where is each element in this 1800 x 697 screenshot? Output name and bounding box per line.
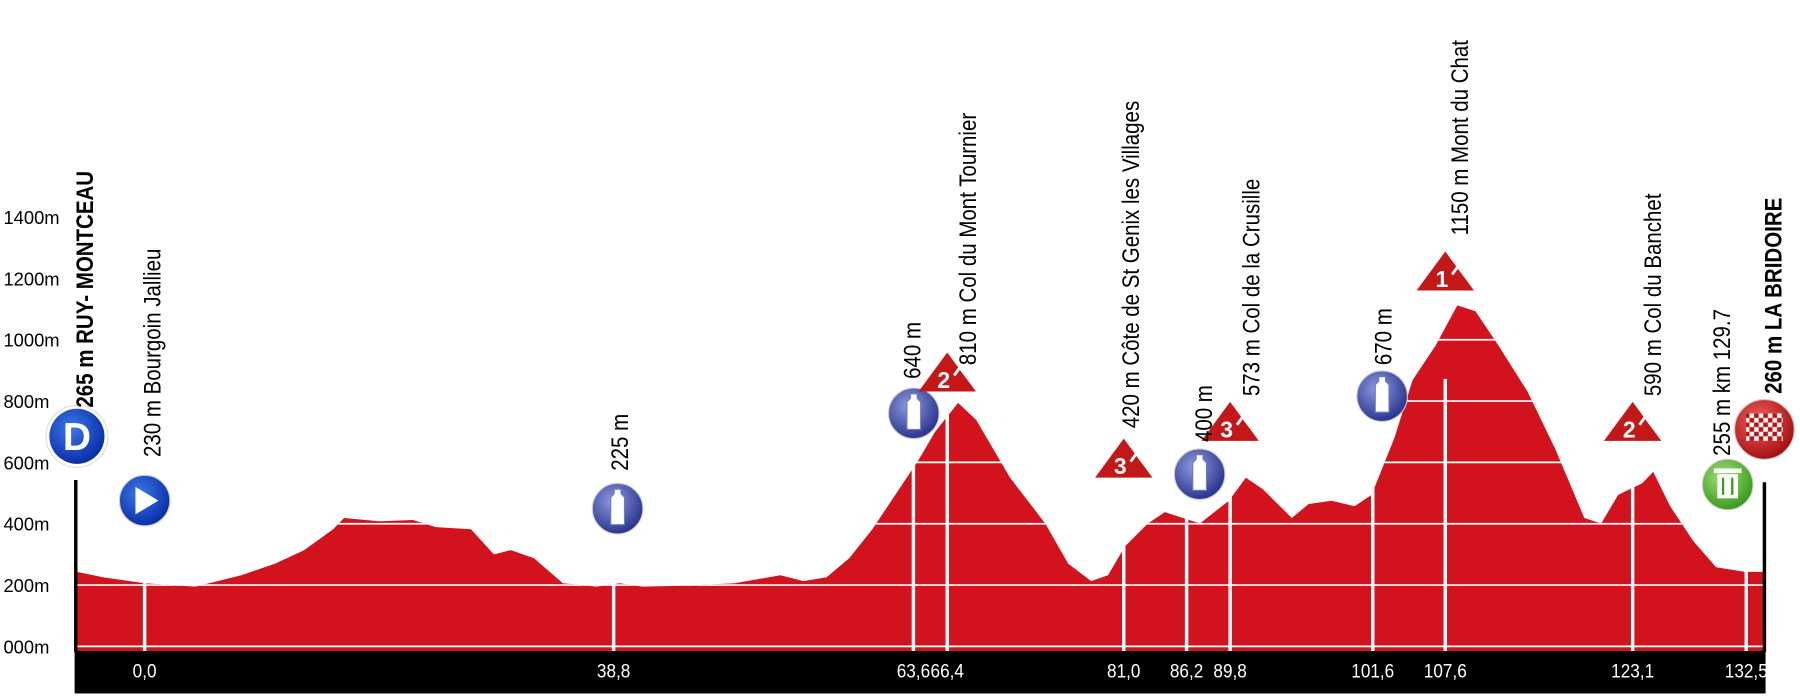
y-tick-label: 1000m bbox=[3, 330, 59, 351]
start-letter: D bbox=[63, 416, 91, 459]
climb-annotation: 590 m Col du Banchet bbox=[1640, 193, 1667, 396]
climb-peak bbox=[1451, 263, 1466, 277]
finish-icon bbox=[1733, 399, 1795, 460]
climb-triangle bbox=[1095, 438, 1153, 478]
climb-icon: 2 bbox=[918, 352, 976, 393]
climb-triangle bbox=[1201, 401, 1259, 441]
climb-annotation: 810 m Col du Mont Tournier bbox=[954, 112, 981, 365]
y-tick-label: 200m bbox=[3, 575, 49, 596]
climb-triangle bbox=[1416, 251, 1474, 291]
climb-category: 1 bbox=[1435, 266, 1448, 292]
x-tick-label: 81,0 bbox=[1107, 659, 1140, 681]
climb-annotation: 1150 m Mont du Chat bbox=[1447, 39, 1474, 235]
x-tick-label: 123,1 bbox=[1611, 659, 1654, 681]
x-tick-label: 107,6 bbox=[1424, 659, 1467, 681]
y-tick-label: 1200m bbox=[3, 268, 59, 289]
x-tick-label: 63,6 bbox=[897, 659, 930, 681]
climb-peak bbox=[1129, 451, 1145, 464]
icon-bottle bbox=[610, 488, 626, 526]
climb-peak bbox=[952, 365, 968, 378]
icon-bottle bbox=[1192, 454, 1208, 491]
climb-annotation: 573 m Col de la Crusille bbox=[1238, 179, 1265, 396]
climb-annotation: 670 m bbox=[1370, 308, 1397, 365]
climb-annotation: 230 m Bourgoin Jallieu bbox=[139, 249, 166, 457]
feed-bottle-icon bbox=[1173, 448, 1226, 501]
y-tick-label: 600m bbox=[3, 452, 49, 473]
feed-bottle-icon bbox=[1356, 370, 1408, 422]
feed-zone-icon bbox=[1701, 458, 1754, 511]
climb-peak bbox=[1638, 414, 1654, 427]
climb-annotation: 265 m RUY- MONTCEAU bbox=[71, 171, 98, 408]
climb-annotation: 400 m bbox=[1191, 385, 1218, 442]
climb-category: 3 bbox=[1114, 453, 1127, 479]
x-tick-label: 66,4 bbox=[931, 659, 964, 681]
climb-peak bbox=[1235, 414, 1251, 427]
x-tick-label: 38,8 bbox=[597, 659, 630, 681]
y-tick-label: 400m bbox=[3, 514, 49, 535]
y-tick-label: 1400m bbox=[3, 207, 59, 228]
climb-category: 3 bbox=[1220, 416, 1233, 442]
climb-triangle bbox=[918, 352, 976, 392]
x-tick-label: 86,2 bbox=[1170, 659, 1203, 681]
climb-triangle bbox=[1603, 401, 1662, 441]
climb-icon: 2 bbox=[1603, 401, 1662, 442]
icon-bottle bbox=[906, 393, 922, 431]
feed-bottle-icon bbox=[591, 482, 644, 535]
sprint-icon bbox=[118, 474, 171, 527]
y-tick-label: 000m bbox=[3, 636, 49, 657]
climb-icon: 1 bbox=[1416, 251, 1474, 292]
y-tick-label: 800m bbox=[3, 391, 49, 412]
climb-annotation: 225 m bbox=[606, 414, 633, 471]
climb-category: 2 bbox=[1623, 416, 1636, 442]
climb-annotation: 260 m LA BRIDOIRE bbox=[1760, 198, 1787, 394]
x-tick-label: 0,0 bbox=[133, 659, 157, 681]
x-tick-label: 89,8 bbox=[1213, 659, 1246, 681]
climb-icon: 3 bbox=[1095, 438, 1153, 479]
climb-annotation: 640 m bbox=[899, 322, 926, 379]
feed-bottle-icon bbox=[887, 387, 940, 440]
climb-icon: 3 bbox=[1201, 401, 1259, 442]
climb-category: 2 bbox=[937, 367, 950, 393]
km-bar bbox=[74, 650, 1766, 694]
icon-bottle bbox=[1374, 376, 1390, 413]
climb-annotation: 420 m Côte de St Genix les Villages bbox=[1117, 101, 1144, 428]
x-tick-label: 101,6 bbox=[1351, 659, 1394, 681]
climb-annotation: 255 m km 129.7 bbox=[1708, 309, 1735, 456]
x-tick-label: 132,5 bbox=[1725, 659, 1768, 681]
start-icon: D bbox=[45, 404, 109, 468]
elevation-area bbox=[76, 305, 1765, 651]
